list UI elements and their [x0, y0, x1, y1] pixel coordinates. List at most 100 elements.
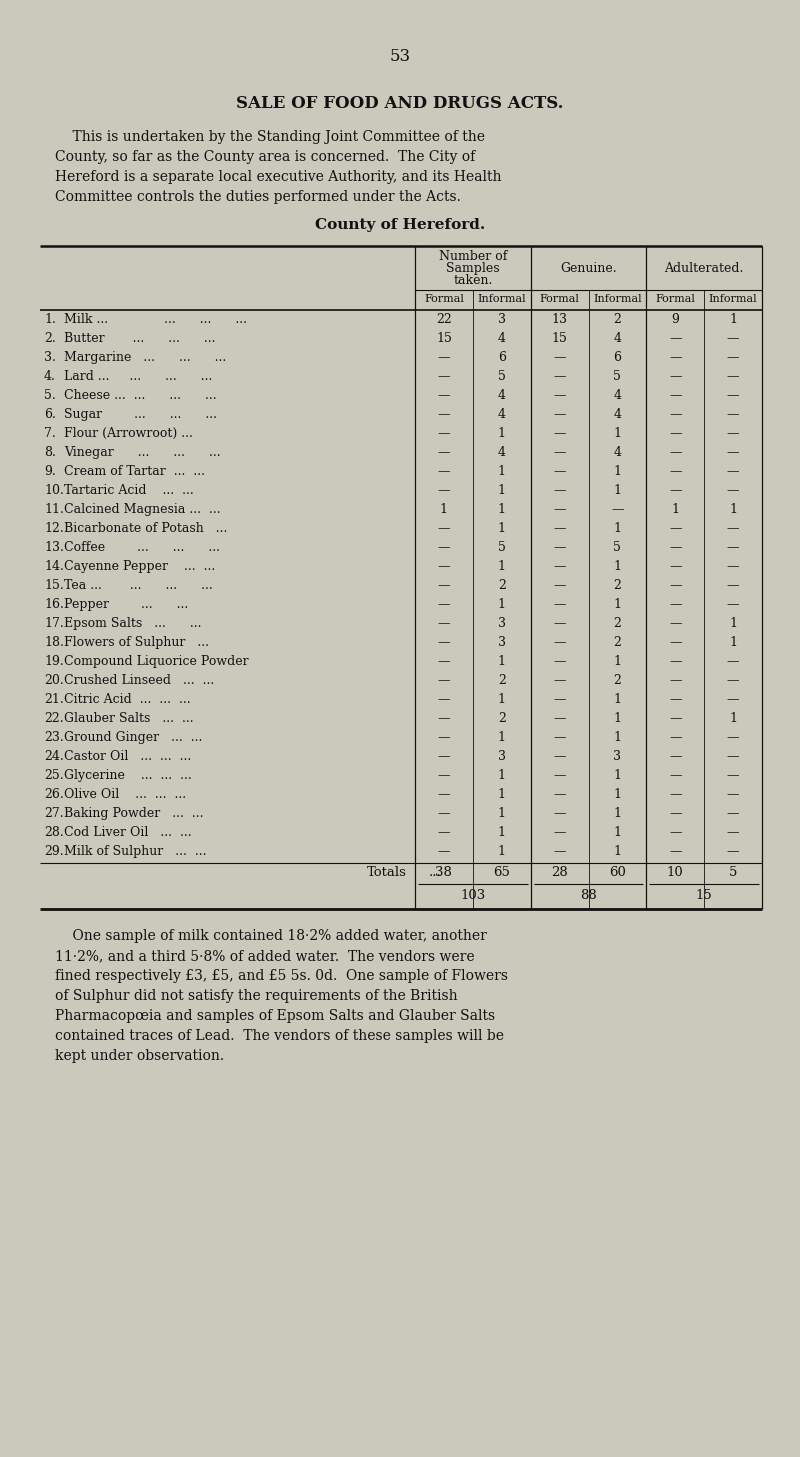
Text: —: —: [727, 370, 739, 383]
Text: Samples: Samples: [446, 262, 500, 275]
Text: Informal: Informal: [709, 294, 758, 305]
Text: —: —: [554, 408, 566, 421]
Text: Tartaric Acid    ...  ...: Tartaric Acid ... ...: [64, 484, 194, 497]
Text: —: —: [727, 578, 739, 592]
Text: 1: 1: [729, 616, 737, 629]
Text: Glauber Salts   ...  ...: Glauber Salts ... ...: [64, 712, 194, 726]
Text: —: —: [438, 788, 450, 801]
Text: Flowers of Sulphur   ...: Flowers of Sulphur ...: [64, 637, 209, 648]
Text: 4: 4: [614, 408, 622, 421]
Text: —: —: [554, 694, 566, 707]
Text: 1: 1: [614, 731, 622, 745]
Text: —: —: [669, 750, 682, 763]
Text: 1: 1: [614, 522, 622, 535]
Text: Castor Oil   ...  ...  ...: Castor Oil ... ... ...: [64, 750, 191, 763]
Text: 25.: 25.: [44, 769, 64, 782]
Text: —: —: [438, 731, 450, 745]
Text: 2.: 2.: [44, 332, 56, 345]
Text: 3: 3: [498, 616, 506, 629]
Text: —: —: [727, 522, 739, 535]
Text: Cod Liver Oil   ...  ...: Cod Liver Oil ... ...: [64, 826, 192, 839]
Text: Formal: Formal: [655, 294, 695, 305]
Text: 1: 1: [498, 769, 506, 782]
Text: —: —: [554, 750, 566, 763]
Text: 1: 1: [498, 597, 506, 610]
Text: —: —: [669, 712, 682, 726]
Text: —: —: [727, 597, 739, 610]
Text: 23.: 23.: [44, 731, 64, 745]
Text: Flour (Arrowroot) ...: Flour (Arrowroot) ...: [64, 427, 193, 440]
Text: —: —: [727, 807, 739, 820]
Text: —: —: [438, 578, 450, 592]
Text: —: —: [727, 446, 739, 459]
Text: —: —: [669, 559, 682, 573]
Text: —: —: [669, 826, 682, 839]
Text: 1: 1: [498, 845, 506, 858]
Text: 17.: 17.: [44, 616, 64, 629]
Text: 4: 4: [498, 446, 506, 459]
Text: —: —: [438, 389, 450, 402]
Text: Crushed Linseed   ...  ...: Crushed Linseed ... ...: [64, 675, 214, 688]
Text: —: —: [554, 351, 566, 364]
Text: Calcined Magnesia ...  ...: Calcined Magnesia ... ...: [64, 503, 221, 516]
Text: Cayenne Pepper    ...  ...: Cayenne Pepper ... ...: [64, 559, 215, 573]
Text: Compound Liquorice Powder: Compound Liquorice Powder: [64, 656, 249, 667]
Text: 103: 103: [460, 889, 486, 902]
Text: —: —: [669, 788, 682, 801]
Text: 2: 2: [498, 712, 506, 726]
Text: 2: 2: [498, 578, 506, 592]
Text: —: —: [438, 522, 450, 535]
Text: —: —: [669, 731, 682, 745]
Text: —: —: [727, 750, 739, 763]
Text: —: —: [727, 731, 739, 745]
Text: —: —: [669, 616, 682, 629]
Text: 53: 53: [390, 48, 410, 66]
Text: —: —: [669, 807, 682, 820]
Text: 4: 4: [498, 408, 506, 421]
Text: Genuine.: Genuine.: [560, 262, 617, 275]
Text: 13.: 13.: [44, 541, 64, 554]
Text: 22.: 22.: [44, 712, 64, 726]
Text: 9.: 9.: [44, 465, 56, 478]
Text: Cream of Tartar  ...  ...: Cream of Tartar ... ...: [64, 465, 205, 478]
Text: 1: 1: [614, 656, 622, 667]
Text: —: —: [669, 578, 682, 592]
Text: Informal: Informal: [593, 294, 642, 305]
Text: Sugar        ...      ...      ...: Sugar ... ... ...: [64, 408, 217, 421]
Text: County, so far as the County area is concerned.  The City of: County, so far as the County area is con…: [55, 150, 475, 165]
Text: 15: 15: [552, 332, 567, 345]
Text: Pepper        ...      ...: Pepper ... ...: [64, 597, 188, 610]
Text: 5: 5: [614, 370, 622, 383]
Text: 1: 1: [729, 712, 737, 726]
Text: 6: 6: [614, 351, 622, 364]
Text: 2: 2: [498, 675, 506, 688]
Text: This is undertaken by the Standing Joint Committee of the: This is undertaken by the Standing Joint…: [55, 130, 485, 144]
Text: —: —: [669, 694, 682, 707]
Text: taken.: taken.: [453, 274, 493, 287]
Text: Formal: Formal: [540, 294, 579, 305]
Text: fined respectively £3, £5, and £5 5s. 0d.  One sample of Flowers: fined respectively £3, £5, and £5 5s. 0d…: [55, 969, 508, 983]
Text: 18.: 18.: [44, 637, 64, 648]
Text: —: —: [727, 769, 739, 782]
Text: —: —: [727, 675, 739, 688]
Text: —: —: [554, 712, 566, 726]
Text: —: —: [438, 845, 450, 858]
Text: 1: 1: [614, 712, 622, 726]
Text: Citric Acid  ...  ...  ...: Citric Acid ... ... ...: [64, 694, 190, 707]
Text: 4: 4: [614, 389, 622, 402]
Text: —: —: [669, 370, 682, 383]
Text: —: —: [669, 484, 682, 497]
Text: —: —: [554, 578, 566, 592]
Text: 1: 1: [498, 503, 506, 516]
Text: —: —: [554, 522, 566, 535]
Text: 4.: 4.: [44, 370, 56, 383]
Text: Pharmacopœia and samples of Epsom Salts and Glauber Salts: Pharmacopœia and samples of Epsom Salts …: [55, 1010, 495, 1023]
Text: 5.: 5.: [44, 389, 56, 402]
Text: —: —: [554, 845, 566, 858]
Text: —: —: [438, 616, 450, 629]
Text: 1: 1: [671, 503, 679, 516]
Text: —: —: [669, 389, 682, 402]
Text: —: —: [438, 694, 450, 707]
Text: —: —: [669, 656, 682, 667]
Text: 5: 5: [729, 865, 738, 879]
